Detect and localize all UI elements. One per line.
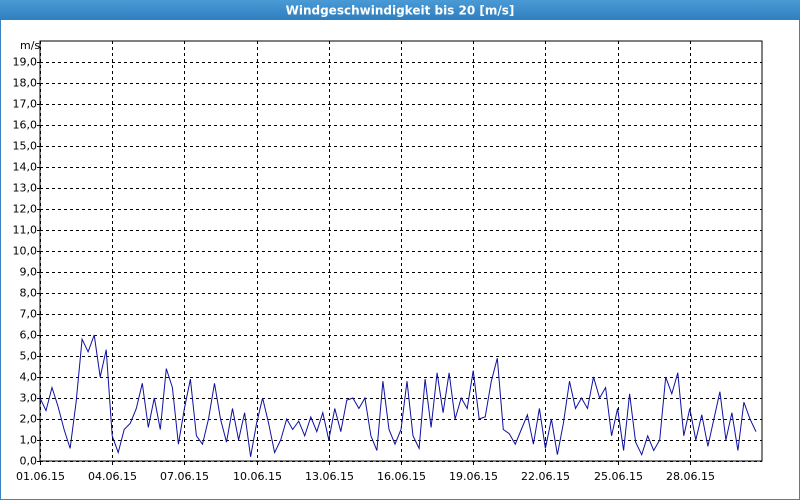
x-tick-label: 13.06.15 (305, 470, 354, 483)
y-tick-label: 3,0 (20, 392, 38, 405)
y-tick-label: 11,0 (13, 224, 38, 237)
y-tick-label: 14,0 (13, 161, 38, 174)
chart-title: Windgeschwindigkeit bis 20 [m/s] (286, 4, 515, 18)
x-tick-label: 01.06.15 (16, 470, 65, 483)
y-tick-label: 17,0 (13, 98, 38, 111)
y-tick-label: 6,0 (20, 329, 38, 342)
x-tick-label: 25.06.15 (594, 470, 643, 483)
y-tick-label: 5,0 (20, 350, 38, 363)
y-tick-label: 16,0 (13, 119, 38, 132)
y-tick-label: 12,0 (13, 203, 38, 216)
y-tick-label: 10,0 (13, 245, 38, 258)
x-tick-label: 07.06.15 (160, 470, 209, 483)
y-tick-label: 1,0 (20, 434, 38, 447)
x-tick-label: 10.06.15 (233, 470, 282, 483)
y-tick-label: 9,0 (20, 266, 38, 279)
y-tick-label: 13,0 (13, 182, 38, 195)
x-tick-label: 28.06.15 (666, 470, 715, 483)
y-tick-label: 15,0 (13, 140, 38, 153)
y-tick-label: 2,0 (20, 413, 38, 426)
y-tick-label: 19,0 (13, 56, 38, 69)
y-axis-label: m/s (20, 39, 40, 52)
data-line (39, 334, 757, 457)
x-tick-label: 19.06.15 (449, 470, 498, 483)
title-bar (0, 0, 800, 20)
y-tick-label: 8,0 (20, 287, 38, 300)
x-tick-label: 16.06.15 (377, 470, 426, 483)
y-tick-label: 18,0 (13, 77, 38, 90)
x-tick-label: 04.06.15 (88, 470, 137, 483)
y-tick-label: 4,0 (20, 371, 38, 384)
y-tick-label: 0,0 (20, 455, 38, 468)
y-tick-label: 7,0 (20, 308, 38, 321)
x-tick-label: 22.06.15 (521, 470, 570, 483)
